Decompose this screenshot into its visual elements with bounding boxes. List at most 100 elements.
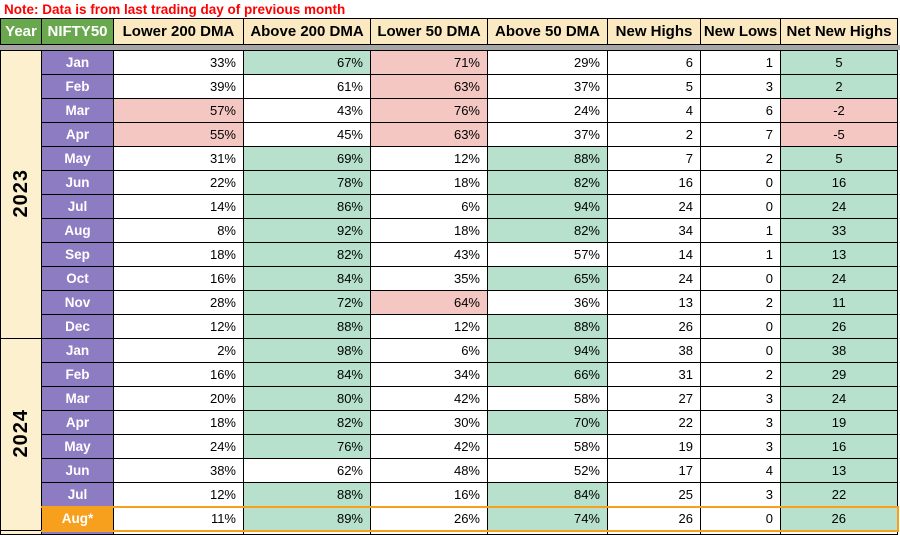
- data-cell[interactable]: 16: [607, 170, 701, 195]
- data-cell[interactable]: 45%: [243, 122, 371, 147]
- data-cell[interactable]: 86%: [243, 194, 371, 219]
- data-cell[interactable]: 64%: [370, 290, 488, 315]
- data-cell[interactable]: 82%: [243, 242, 371, 267]
- data-cell[interactable]: 13: [607, 290, 701, 315]
- data-cell[interactable]: 26: [780, 314, 898, 339]
- data-cell[interactable]: 72%: [243, 290, 371, 315]
- data-cell[interactable]: 62%: [243, 458, 371, 483]
- data-cell[interactable]: 14: [607, 242, 701, 267]
- data-cell[interactable]: 80%: [243, 386, 371, 411]
- data-cell[interactable]: 3: [700, 482, 781, 507]
- month-cell[interactable]: Jul: [41, 194, 114, 219]
- data-cell[interactable]: 35%: [370, 266, 488, 291]
- month-cell[interactable]: Feb: [41, 74, 114, 99]
- data-cell[interactable]: -5: [780, 122, 898, 147]
- month-cell[interactable]: Sep: [41, 242, 114, 267]
- data-cell[interactable]: 63%: [370, 74, 488, 99]
- month-cell[interactable]: Oct: [41, 266, 114, 291]
- data-cell[interactable]: 38%: [113, 458, 244, 483]
- column-header-lower-200-dma[interactable]: Lower 200 DMA: [113, 18, 244, 45]
- data-cell[interactable]: 24: [780, 194, 898, 219]
- data-cell[interactable]: 55%: [113, 122, 244, 147]
- data-cell[interactable]: 18%: [370, 170, 488, 195]
- data-cell[interactable]: 19: [780, 410, 898, 435]
- data-cell[interactable]: 0: [700, 338, 781, 363]
- data-cell[interactable]: 24: [607, 266, 701, 291]
- data-cell[interactable]: 84%: [243, 362, 371, 387]
- data-cell[interactable]: 94%: [487, 338, 608, 363]
- data-cell[interactable]: 31%: [113, 146, 244, 171]
- column-header-above-200-dma[interactable]: Above 200 DMA: [243, 18, 371, 45]
- data-cell[interactable]: 33: [780, 218, 898, 243]
- data-cell[interactable]: 88%: [487, 146, 608, 171]
- month-cell[interactable]: Aug: [41, 218, 114, 243]
- data-cell[interactable]: 52%: [487, 458, 608, 483]
- data-cell[interactable]: -2: [780, 98, 898, 123]
- year-cell-2024[interactable]: 2024: [0, 338, 42, 531]
- data-cell[interactable]: 7: [607, 146, 701, 171]
- data-cell[interactable]: 1: [700, 50, 781, 75]
- month-cell[interactable]: Jul: [41, 482, 114, 507]
- data-cell[interactable]: 82%: [487, 218, 608, 243]
- data-cell[interactable]: 16%: [113, 362, 244, 387]
- data-cell[interactable]: 17: [607, 458, 701, 483]
- data-cell[interactable]: 12%: [370, 146, 488, 171]
- data-cell[interactable]: 12%: [370, 314, 488, 339]
- month-cell[interactable]: Mar: [41, 98, 114, 123]
- data-cell[interactable]: 78%: [243, 170, 371, 195]
- data-cell[interactable]: 6%: [370, 194, 488, 219]
- data-cell[interactable]: 3: [700, 434, 781, 459]
- data-cell[interactable]: 65%: [487, 266, 608, 291]
- data-cell[interactable]: 11: [780, 290, 898, 315]
- data-cell[interactable]: 7: [700, 122, 781, 147]
- month-cell[interactable]: Nov: [41, 290, 114, 315]
- data-cell[interactable]: 36%: [487, 290, 608, 315]
- data-cell[interactable]: 16: [780, 434, 898, 459]
- data-cell[interactable]: 39%: [113, 74, 244, 99]
- data-cell[interactable]: 57%: [487, 242, 608, 267]
- data-cell[interactable]: 16: [780, 170, 898, 195]
- data-cell[interactable]: 82%: [243, 410, 371, 435]
- data-cell[interactable]: 12%: [113, 314, 244, 339]
- month-cell[interactable]: Feb: [41, 362, 114, 387]
- data-cell[interactable]: 4: [607, 98, 701, 123]
- month-cell[interactable]: Jun: [41, 170, 114, 195]
- data-cell[interactable]: 38: [780, 338, 898, 363]
- data-cell[interactable]: 0: [700, 266, 781, 291]
- data-cell[interactable]: 13: [780, 242, 898, 267]
- data-cell[interactable]: 2: [700, 290, 781, 315]
- data-cell[interactable]: 88%: [487, 314, 608, 339]
- data-cell[interactable]: 37%: [487, 74, 608, 99]
- data-cell[interactable]: 71%: [370, 50, 488, 75]
- data-cell[interactable]: 1: [700, 242, 781, 267]
- data-cell[interactable]: 2: [700, 146, 781, 171]
- data-cell[interactable]: 67%: [243, 50, 371, 75]
- data-cell[interactable]: 5: [780, 50, 898, 75]
- data-cell[interactable]: 57%: [113, 98, 244, 123]
- data-cell[interactable]: 3: [700, 386, 781, 411]
- column-header-lower-50-dma[interactable]: Lower 50 DMA: [370, 18, 488, 45]
- data-cell[interactable]: 88%: [243, 482, 371, 507]
- data-cell[interactable]: 3: [700, 74, 781, 99]
- data-cell[interactable]: 69%: [243, 146, 371, 171]
- data-cell[interactable]: 26: [607, 505, 701, 532]
- data-cell[interactable]: 34%: [370, 362, 488, 387]
- data-cell[interactable]: 26%: [370, 505, 488, 532]
- data-cell[interactable]: 58%: [487, 434, 608, 459]
- data-cell[interactable]: 74%: [487, 505, 608, 532]
- month-cell[interactable]: Jan: [41, 50, 114, 75]
- data-cell[interactable]: 16%: [113, 266, 244, 291]
- month-cell[interactable]: May: [41, 146, 114, 171]
- data-cell[interactable]: 38: [607, 338, 701, 363]
- month-cell[interactable]: Jan: [41, 338, 114, 363]
- data-cell[interactable]: 0: [700, 505, 781, 532]
- data-cell[interactable]: 16%: [370, 482, 488, 507]
- data-cell[interactable]: 92%: [243, 218, 371, 243]
- data-cell[interactable]: 76%: [243, 434, 371, 459]
- data-cell[interactable]: 25: [607, 482, 701, 507]
- data-cell[interactable]: 22%: [113, 170, 244, 195]
- data-cell[interactable]: 43%: [243, 98, 371, 123]
- data-cell[interactable]: 22: [607, 410, 701, 435]
- data-cell[interactable]: 24%: [113, 434, 244, 459]
- data-cell[interactable]: 34: [607, 218, 701, 243]
